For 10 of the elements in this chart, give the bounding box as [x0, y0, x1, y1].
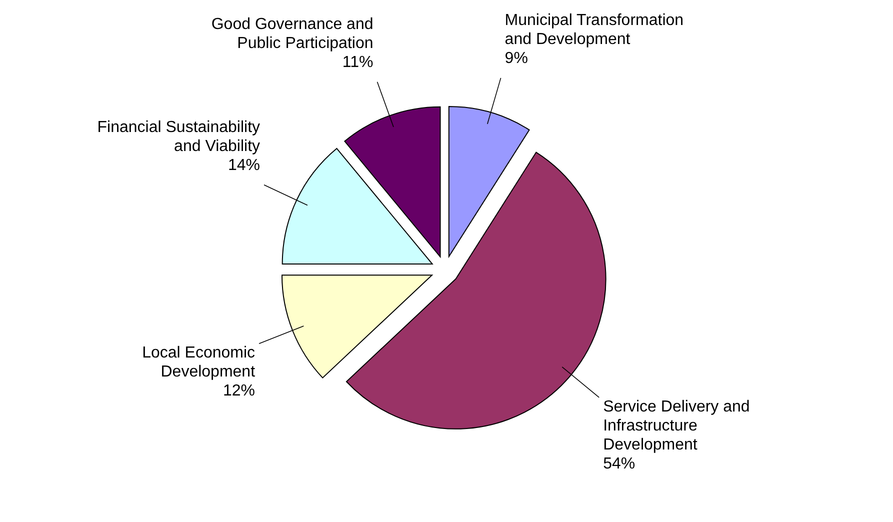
slice-label: Good Governance and Public Participation	[211, 16, 374, 52]
slice-label: Service Delivery and Infrastructure Development	[603, 398, 750, 454]
data-label: 14%	[228, 156, 260, 174]
slice-label: Municipal Transformation and Development	[504, 12, 684, 48]
data-label: 12%	[223, 382, 256, 400]
data-label: 11%	[342, 54, 374, 71]
data-label: 54%	[603, 455, 636, 472]
slice-label: Financial Sustainability and Viability	[97, 118, 260, 155]
data-label: 9%	[504, 50, 528, 67]
slice-label: Local Economic Development	[142, 344, 256, 381]
